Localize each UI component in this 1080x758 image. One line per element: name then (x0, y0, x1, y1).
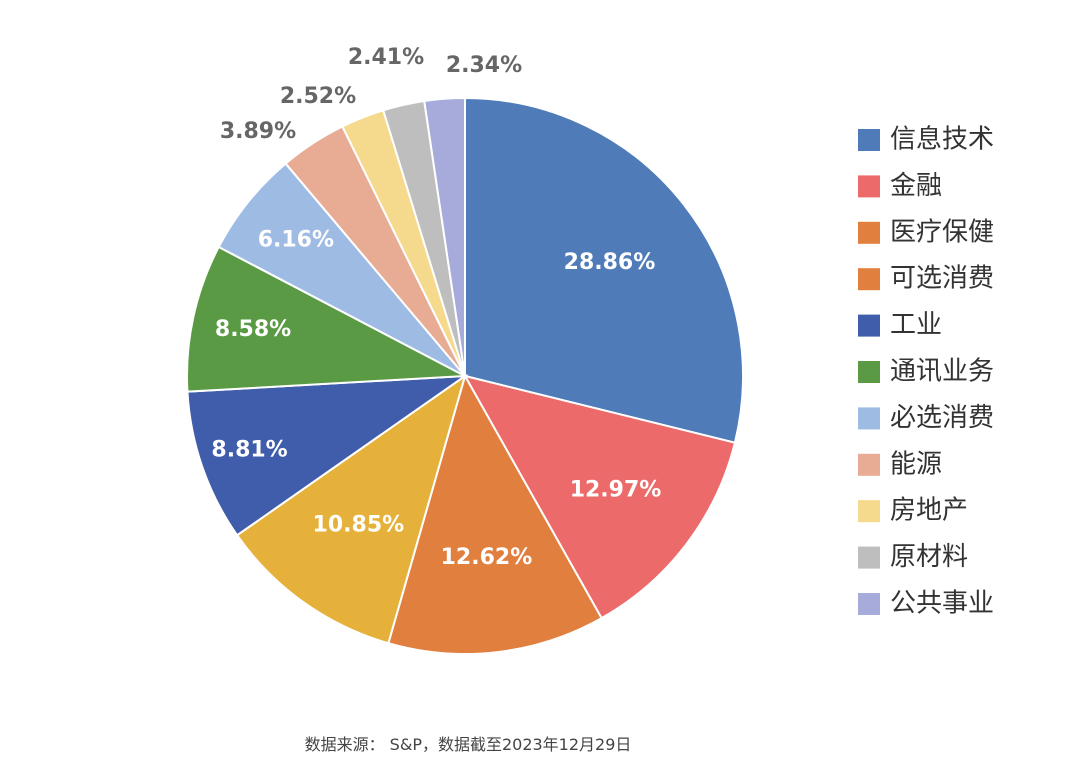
legend-swatch-3 (858, 268, 880, 291)
slice-label-5: 8.58% (215, 317, 291, 342)
legend-label-6: 必选消费 (890, 403, 994, 433)
slice-label-10: 2.34% (446, 53, 522, 78)
legend-swatch-4 (858, 314, 880, 337)
legend-label-4: 工业 (890, 310, 942, 340)
slice-label-8: 2.52% (280, 84, 356, 109)
legend-swatch-7 (858, 453, 880, 476)
legend-label-5: 通讯业务 (890, 357, 994, 387)
legend-label-3: 可选消费 (890, 264, 994, 294)
legend-label-10: 公共事业 (890, 589, 994, 619)
legend-label-2: 医疗保健 (890, 217, 994, 247)
legend-label-0: 信息技术 (890, 125, 994, 155)
pie-slice-4 (186, 374, 469, 537)
slice-label-3: 10.85% (313, 512, 405, 537)
pie-slice-5 (186, 245, 469, 393)
pie-slice-2 (387, 373, 603, 655)
slice-labels: 28.86% 12.97% 12.62% 10.85% 8.81% 8.58% 6.16% 3… (211, 45, 661, 570)
legend-label-1: 金融 (890, 171, 942, 201)
pie-slice-3 (235, 373, 467, 645)
legend-label-7: 能源 (890, 449, 942, 479)
source-note: 数据来源： S&P，数据截至2023年12月29日 (305, 735, 632, 754)
legend-swatch-1 (858, 175, 880, 198)
legend-label-9: 原材料 (890, 542, 968, 572)
legend-swatch-2 (858, 221, 880, 244)
slice-label-7: 3.89% (220, 119, 296, 144)
legend-swatch-10 (858, 593, 880, 615)
slice-label-4: 8.81% (211, 438, 287, 463)
legend-swatch-0 (858, 129, 880, 151)
pie-slice-10 (423, 96, 466, 377)
slice-label-6: 6.16% (258, 227, 334, 252)
pie-slice-1 (462, 374, 737, 620)
legend-swatch-8 (858, 500, 880, 523)
pie-slice-0 (464, 96, 744, 444)
slice-label-1: 12.97% (570, 477, 662, 502)
legend-label-8: 房地产 (890, 496, 968, 526)
slice-label-2: 12.62% (441, 545, 533, 570)
legend-swatch-5 (858, 361, 880, 383)
legend-swatch-6 (858, 407, 880, 430)
slice-label-9: 2.41% (348, 45, 424, 70)
legend-swatch-9 (858, 546, 880, 569)
pie-slices (186, 96, 744, 655)
slice-label-0: 28.86% (564, 250, 656, 275)
